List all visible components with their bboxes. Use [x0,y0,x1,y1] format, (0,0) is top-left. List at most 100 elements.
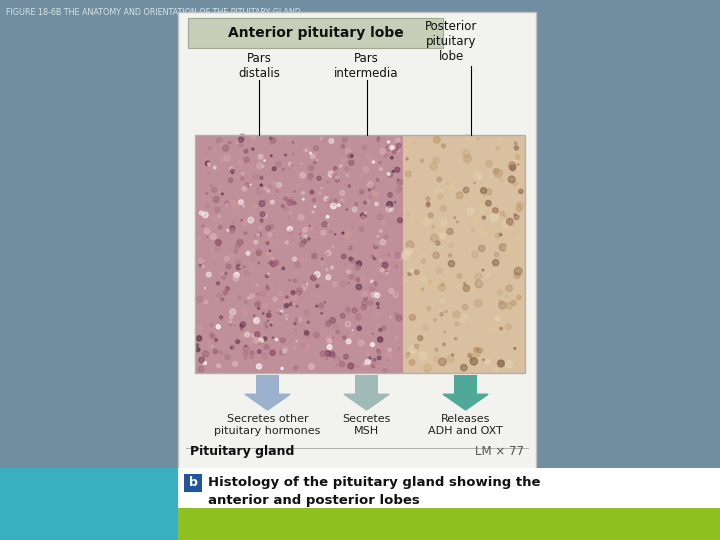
Circle shape [263,303,268,308]
Circle shape [230,226,235,231]
Circle shape [357,366,359,367]
Circle shape [264,321,269,327]
Circle shape [393,146,394,147]
Circle shape [446,355,454,363]
Circle shape [486,160,492,167]
Circle shape [357,326,361,330]
Circle shape [464,282,466,285]
Circle shape [264,345,269,349]
Circle shape [206,204,210,207]
Circle shape [348,160,354,165]
Circle shape [395,265,397,268]
Circle shape [272,167,276,171]
Circle shape [302,198,305,200]
Circle shape [286,137,290,141]
Circle shape [238,296,241,299]
Circle shape [257,293,259,295]
Circle shape [379,230,382,232]
Circle shape [233,275,238,281]
Circle shape [223,145,229,151]
Circle shape [393,293,398,297]
Circle shape [472,228,474,231]
Circle shape [373,359,376,361]
Circle shape [330,231,332,233]
Circle shape [482,269,484,271]
Circle shape [365,360,370,365]
Text: Histology of the pituitary gland showing the: Histology of the pituitary gland showing… [208,476,541,489]
Circle shape [500,211,505,215]
Circle shape [211,248,215,251]
Circle shape [304,344,310,350]
Circle shape [228,141,231,144]
Circle shape [426,197,430,201]
Circle shape [443,343,446,346]
Circle shape [289,279,291,281]
Circle shape [258,342,262,345]
Circle shape [514,142,517,145]
Circle shape [441,299,444,303]
Circle shape [269,310,270,312]
Circle shape [469,285,475,292]
Circle shape [339,360,341,361]
Circle shape [199,264,202,266]
Circle shape [225,354,230,360]
Circle shape [289,230,292,234]
Text: LM × 77: LM × 77 [475,445,524,458]
Circle shape [408,346,416,354]
Circle shape [479,229,486,236]
Circle shape [388,193,392,197]
Circle shape [266,347,269,349]
Circle shape [377,349,379,351]
Circle shape [228,253,233,257]
Circle shape [351,333,354,336]
Circle shape [269,260,272,265]
Circle shape [263,166,264,167]
Circle shape [343,354,348,359]
Circle shape [284,197,287,200]
Circle shape [294,347,296,349]
Circle shape [280,313,281,314]
Circle shape [411,286,415,290]
Circle shape [285,241,288,244]
Circle shape [368,301,373,306]
Text: Anterior pituitary lobe: Anterior pituitary lobe [228,26,403,40]
Circle shape [495,368,498,372]
Circle shape [405,354,409,358]
Circle shape [510,165,516,171]
Circle shape [282,205,284,207]
Circle shape [397,180,402,185]
Circle shape [251,135,256,139]
Circle shape [216,325,220,329]
Circle shape [396,315,402,321]
Circle shape [289,162,292,165]
Circle shape [492,260,499,266]
Circle shape [267,320,269,322]
Circle shape [271,261,276,267]
Circle shape [217,293,221,298]
Circle shape [373,367,374,368]
Circle shape [199,211,203,215]
Circle shape [233,221,235,224]
Circle shape [202,351,208,357]
Circle shape [368,189,370,191]
Circle shape [296,185,300,188]
Circle shape [266,239,272,245]
Circle shape [269,322,272,326]
Circle shape [310,190,314,194]
Circle shape [361,305,366,310]
Circle shape [198,366,204,372]
Circle shape [307,177,312,181]
Circle shape [225,272,227,275]
Circle shape [243,312,248,317]
Circle shape [377,337,383,342]
Bar [0,468,178,540]
Circle shape [369,195,372,198]
Circle shape [207,163,210,165]
Circle shape [293,363,294,364]
Text: b: b [189,476,197,489]
Circle shape [449,254,451,256]
Circle shape [283,206,287,211]
Circle shape [258,307,260,309]
Circle shape [292,257,297,261]
Circle shape [294,262,300,267]
